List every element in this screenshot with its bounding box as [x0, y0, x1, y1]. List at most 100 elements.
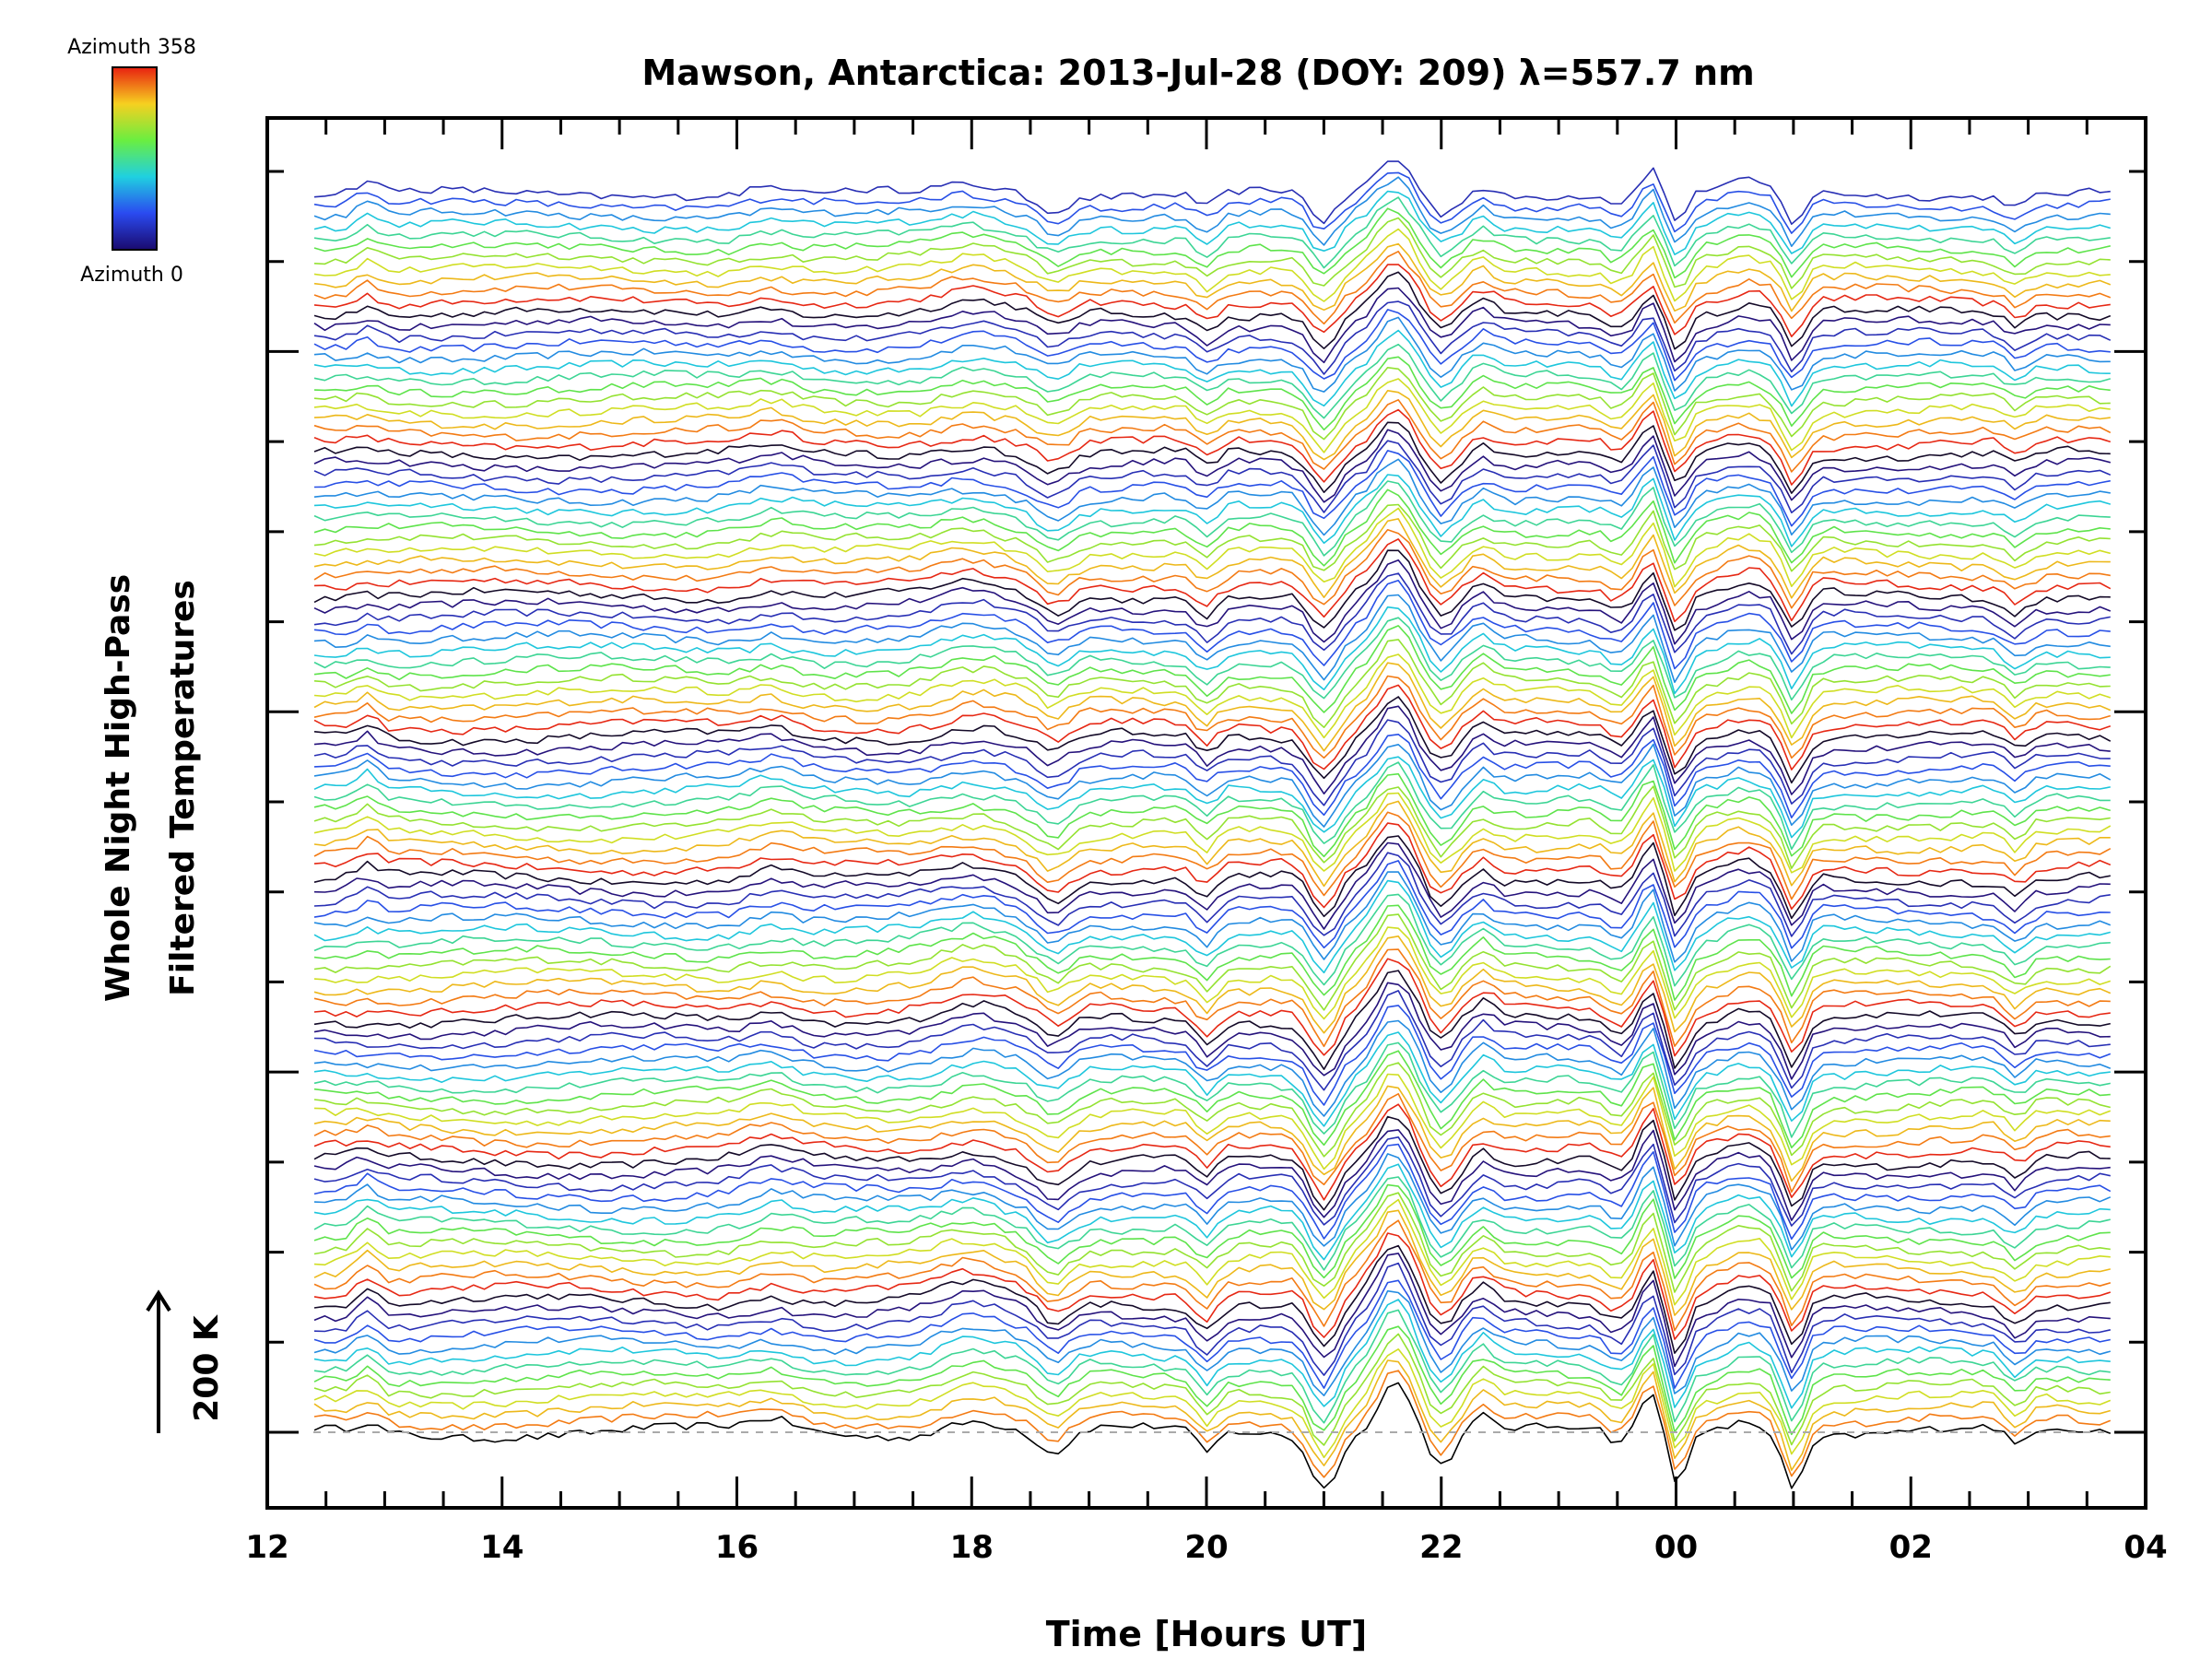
series-line-56	[313, 785, 2111, 869]
series-line-50	[313, 841, 2111, 930]
series-line-80	[313, 518, 2111, 599]
series-line-20	[313, 1163, 2111, 1261]
colorbar	[112, 66, 158, 251]
x-axis-label: Time [Hours UT]	[1046, 1614, 1368, 1654]
series-line-76	[313, 559, 2112, 645]
series-line-83	[313, 488, 2111, 567]
series-line-92	[313, 399, 2112, 473]
series-line-27	[313, 1093, 2111, 1194]
series-line-7	[313, 1299, 2111, 1409]
series-line-67	[313, 662, 2112, 752]
series-line-39	[313, 958, 2111, 1057]
series-line-74	[313, 580, 2111, 670]
series-line-43	[313, 913, 2112, 1011]
series-line-12	[313, 1244, 2111, 1354]
series-line-3	[313, 1348, 2112, 1459]
series-line-36	[313, 990, 2111, 1091]
series-line-89	[313, 429, 2112, 503]
series-line-109	[313, 207, 2111, 279]
series-line-63	[313, 705, 2111, 795]
series-line-4	[313, 1333, 2111, 1446]
series-group	[313, 160, 2112, 1489]
series-line-64	[313, 696, 2112, 784]
series-line-97	[313, 343, 2112, 419]
series-line-84	[313, 480, 2111, 557]
series-line-58	[313, 761, 2111, 851]
series-line-95	[313, 367, 2111, 441]
series-line-71	[313, 617, 2111, 701]
series-line-98	[313, 329, 2111, 407]
series-line-94	[313, 378, 2111, 453]
x-tick-label: 04	[2124, 1529, 2167, 1566]
series-line-35	[313, 1005, 2112, 1106]
x-tick-label: 22	[1419, 1529, 1463, 1566]
series-line-106	[313, 242, 2112, 312]
series-line-73	[313, 594, 2111, 683]
series-line-17	[313, 1192, 2111, 1293]
plot-frame	[265, 116, 2147, 1510]
series-line-45	[313, 893, 2111, 987]
series-line-19	[313, 1176, 2111, 1271]
x-tick-label: 00	[1654, 1529, 1698, 1566]
series-line-102	[313, 287, 2111, 364]
colorbar-top-label: Azimuth 358	[67, 36, 196, 59]
series-line-78	[313, 538, 2112, 623]
series-line-114	[313, 160, 2111, 225]
series-line-34	[313, 1019, 2112, 1117]
series-line-99	[313, 316, 2111, 393]
series-line-1	[313, 1370, 2112, 1478]
series-line-100	[313, 309, 2111, 382]
series-line-96	[313, 356, 2111, 431]
series-line-79	[313, 529, 2111, 609]
series-line-110	[313, 196, 2111, 269]
x-tick-label: 18	[950, 1529, 994, 1566]
series-line-5	[313, 1325, 2111, 1436]
series-line-14	[313, 1219, 2112, 1332]
series-line-29	[313, 1073, 2112, 1171]
scale-bar-label: 200 K	[188, 1314, 226, 1422]
series-line-32	[313, 1041, 2111, 1138]
series-line-23	[313, 1136, 2111, 1227]
series-line-108	[313, 217, 2111, 289]
series-line-51	[313, 835, 2111, 920]
series-line-90	[313, 421, 2111, 494]
series-line-87	[313, 450, 2111, 527]
series-line-9	[313, 1279, 2111, 1389]
series-line-88	[313, 440, 2112, 513]
series-line-18	[313, 1183, 2111, 1279]
axis-ticks: 12 14 16 18 20 22 00 02 04	[245, 118, 2168, 1566]
scale-bar-arrowhead	[146, 1289, 171, 1312]
y-axis-label-line2: Filtered Temperatures	[164, 580, 202, 996]
series-line-30	[313, 1062, 2111, 1158]
series-line-8	[313, 1289, 2112, 1396]
series-line-107	[313, 228, 2111, 302]
series-line-59	[313, 756, 2111, 839]
y-axis-label-line1: Whole Night High-Pass	[100, 574, 137, 1002]
series-line-112	[313, 176, 2111, 247]
series-line-44	[313, 904, 2111, 1001]
series-line-91	[313, 408, 2112, 486]
series-line-33	[313, 1031, 2111, 1127]
series-line-54	[313, 800, 2111, 888]
series-line-26	[313, 1103, 2111, 1201]
series-line-25	[313, 1115, 2111, 1211]
x-tick-label: 02	[1889, 1529, 1933, 1566]
series-line-65	[313, 684, 2112, 771]
series-line-103	[313, 271, 2112, 350]
series-line-6	[313, 1309, 2111, 1424]
series-line-38	[313, 970, 2111, 1070]
series-line-77	[313, 549, 2111, 631]
series-line-31	[313, 1050, 2111, 1148]
series-line-81	[313, 507, 2112, 588]
series-line-28	[313, 1085, 2111, 1182]
x-tick-label: 12	[245, 1529, 288, 1566]
series-line-75	[313, 572, 2111, 655]
series-line-15	[313, 1209, 2111, 1316]
series-line-41	[313, 935, 2112, 1034]
series-line-0	[313, 1382, 2112, 1489]
series-line-11	[313, 1253, 2111, 1368]
x-tick-label: 14	[480, 1529, 524, 1566]
series-line-70	[313, 625, 2111, 714]
series-line-82	[313, 503, 2111, 572]
